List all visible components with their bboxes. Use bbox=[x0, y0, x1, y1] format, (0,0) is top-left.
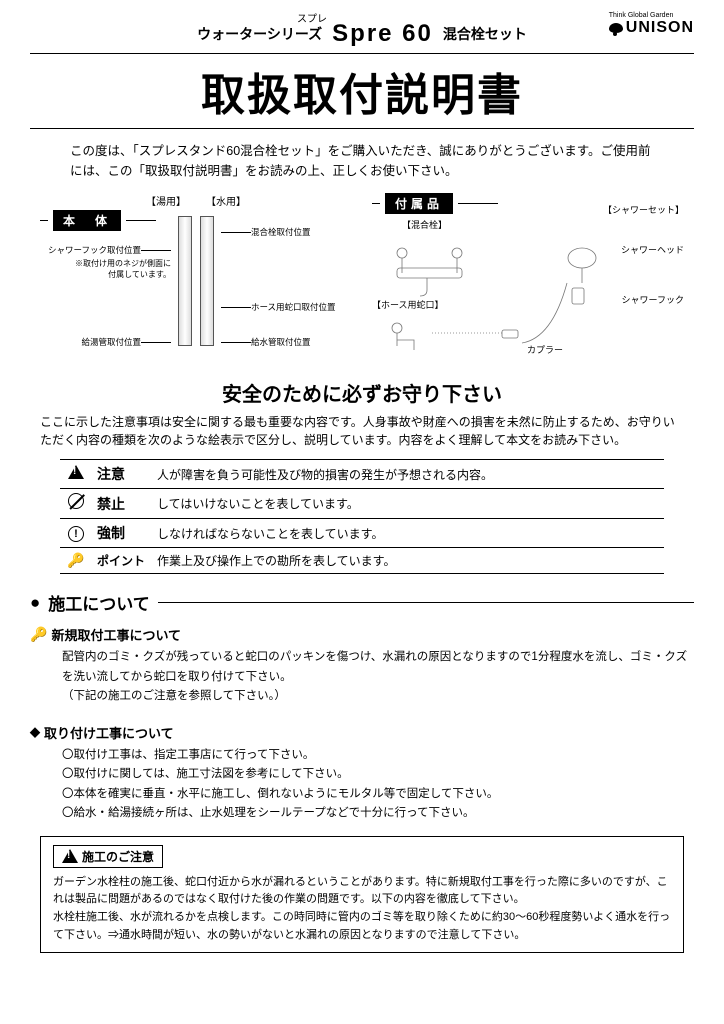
annot-hook: シャワーフック取付位置 bbox=[48, 244, 171, 256]
mandatory-icon: ! bbox=[65, 524, 87, 542]
brand-furigana: スプレ bbox=[297, 10, 327, 25]
legend-table: 注意 人が障害を負う可能性及び物的損害の発生が予想される内容。 禁止 してはいけ… bbox=[60, 459, 664, 574]
legend-row-caution: 注意 人が障害を負う可能性及び物的損害の発生が予想される内容。 bbox=[60, 460, 664, 489]
safety-heading: 安全のために必ずお守り下さい bbox=[30, 378, 694, 407]
legend-desc: 作業上及び操作上での勘所を表しています。 bbox=[157, 552, 395, 569]
accessory-layout: 【混合栓】 【シャワーセット】 シャワーヘッド シャワーフック 【ホース用蛇口】… bbox=[372, 218, 684, 363]
brand-name: Spre 60 bbox=[332, 20, 433, 48]
key-point-icon: 🔑 bbox=[65, 552, 87, 569]
accessory-sketch bbox=[372, 218, 684, 363]
sub2-body: 〇取付け工事は、指定工事店にて行って下さい。 〇取付けに関しては、施工寸法図を参… bbox=[62, 746, 694, 824]
bullet-circle-icon: ● bbox=[30, 593, 40, 613]
sub-heading-new-text: 新規取付工事について bbox=[51, 625, 181, 644]
pillar-yu bbox=[178, 216, 192, 346]
legend-desc: 人が障害を負う可能性及び物的損害の発生が予想される内容。 bbox=[157, 466, 493, 483]
note-box-body: ガーデン水栓柱の施工後、蛇口付近から水が漏れるということがあります。特に新規取付… bbox=[53, 874, 671, 944]
note-box-title: 施工のご注意 bbox=[53, 845, 163, 868]
triangle-exclaim-icon bbox=[65, 465, 87, 484]
annot-hose: ホース用蛇口取付位置 bbox=[221, 301, 336, 313]
annot-mix: 混合栓取付位置 bbox=[221, 226, 311, 238]
main-title: 取扱取付説明書 bbox=[30, 53, 694, 129]
intro-paragraph: この度は、「スプレスタンド60混合栓セット」をご購入いただき、誠にありがとうござ… bbox=[70, 141, 654, 181]
annot-hook-note: ※取付け用のネジが側面に 付属しています。 bbox=[75, 258, 171, 280]
document-header: ウォーターシリーズ スプレ Spre 60 混合栓セット Think Globa… bbox=[30, 20, 694, 48]
sub-heading-new: 🔑 新規取付工事について bbox=[30, 625, 694, 644]
sub1-body: 配管内のゴミ・クズが残っていると蛇口のパッキンを傷つけ、水漏れの原因となりますの… bbox=[62, 648, 694, 707]
diamond-bullet-icon: ◆ bbox=[30, 724, 40, 740]
legend-row-prohibit: 禁止 してはいけないことを表しています。 bbox=[60, 489, 664, 519]
body-diagram-area: 【湯用】 【水用】 本 体 シャワーフック取付位置 ※取付け用のネジが側面に 付… bbox=[40, 193, 352, 363]
diagram-section: 【湯用】 【水用】 本 体 シャワーフック取付位置 ※取付け用のネジが側面に 付… bbox=[40, 193, 684, 363]
col-label-yu: 【湯用】 bbox=[146, 193, 186, 208]
accessory-diagram-area: 付属品 【混合栓】 【シャワーセット】 シャワーヘッド シャワーフック 【ホース… bbox=[372, 193, 684, 363]
logo-name: UNISON bbox=[609, 19, 694, 37]
logo-bubble-icon bbox=[609, 23, 623, 33]
legend-term: ポイント bbox=[97, 552, 147, 569]
caution-note-box: 施工のご注意 ガーデン水栓柱の施工後、蛇口付近から水が漏れるということがあります… bbox=[40, 836, 684, 953]
legend-term: 注意 bbox=[97, 464, 147, 484]
mix-set-label: 混合栓セット bbox=[443, 24, 527, 44]
key-point-icon: 🔑 bbox=[30, 626, 47, 643]
legend-row-point: 🔑 ポイント 作業上及び操作上での勘所を表しています。 bbox=[60, 548, 664, 574]
triangle-exclaim-icon bbox=[62, 849, 78, 863]
sub-heading-mount-text: 取り付け工事について bbox=[44, 723, 174, 742]
logo-tagline: Think Global Garden bbox=[609, 12, 694, 19]
sub-heading-mount: ◆ 取り付け工事について bbox=[30, 723, 694, 742]
legend-term: 禁止 bbox=[97, 494, 147, 514]
section-install-text: 施工について bbox=[48, 590, 150, 615]
pillar-mizu bbox=[200, 216, 214, 346]
annot-yu-pipe-text: 給湯管取付位置 bbox=[82, 337, 142, 347]
series-label: ウォーターシリーズ bbox=[197, 24, 322, 44]
annot-hook-text: シャワーフック取付位置 bbox=[48, 245, 141, 255]
logo-text: UNISON bbox=[626, 19, 694, 37]
prohibit-icon bbox=[65, 493, 87, 514]
section-install-heading: ● 施工について bbox=[30, 590, 694, 615]
legend-desc: してはいけないことを表しています。 bbox=[157, 495, 359, 512]
legend-term: 強制 bbox=[97, 523, 147, 543]
note-box-title-text: 施工のご注意 bbox=[82, 848, 154, 865]
legend-row-mandatory: ! 強制 しなければならないことを表しています。 bbox=[60, 519, 664, 548]
annot-mizu-pipe-text: 給水管取付位置 bbox=[251, 337, 311, 347]
annot-hose-text: ホース用蛇口取付位置 bbox=[251, 302, 336, 312]
safety-intro: ここに示した注意事項は安全に関する最も重要な内容です。人身事故や財産への損害を未… bbox=[40, 413, 684, 449]
annot-mix-text: 混合栓取付位置 bbox=[251, 227, 311, 237]
company-logo: Think Global Garden UNISON bbox=[609, 12, 694, 37]
label-shower-set: 【シャワーセット】 bbox=[603, 203, 684, 216]
annot-mizu-pipe: 給水管取付位置 bbox=[221, 336, 311, 348]
legend-desc: しなければならないことを表しています。 bbox=[157, 525, 383, 542]
col-label-mizu: 【水用】 bbox=[206, 193, 246, 208]
body-pillar-diagram: シャワーフック取付位置 ※取付け用のネジが側面に 付属しています。 混合栓取付位… bbox=[40, 216, 352, 356]
acc-tag: 付属品 bbox=[385, 193, 453, 214]
annot-yu-pipe: 給湯管取付位置 bbox=[82, 336, 172, 348]
